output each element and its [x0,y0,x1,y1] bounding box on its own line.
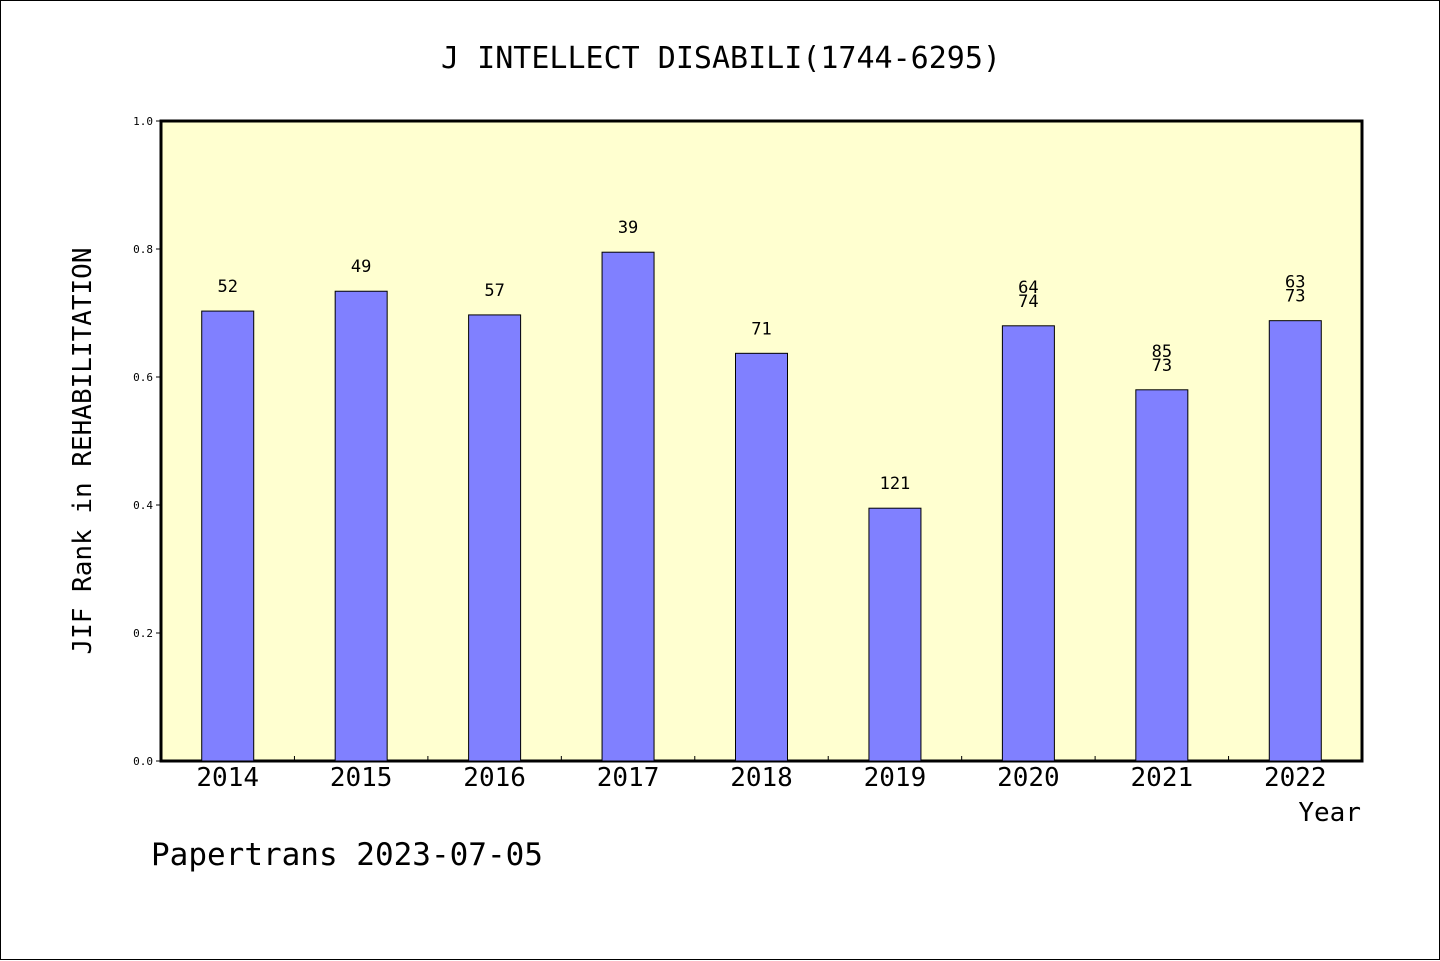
data-label: 64 [1018,278,1038,298]
chart-title: J INTELLECT DISABILI(1744-6295) [441,41,1001,76]
data-label: 49 [351,257,371,277]
x-tick-label: 2019 [864,763,927,793]
bar [868,507,922,762]
data-label: 57 [484,281,504,301]
data-label: 121 [880,474,911,494]
data-label: 71 [751,319,771,339]
data-label: 73 [1285,287,1305,307]
bar [735,352,788,762]
x-tick-label: 2022 [1264,763,1327,793]
x-tick-label: 2016 [463,763,526,793]
y-tick-label: 1.0 [133,115,153,128]
x-tick-label: 2015 [330,763,393,793]
x-axis-label: Year [1298,798,1361,828]
data-label: 74 [1018,292,1038,312]
y-tick-label: 0.8 [133,243,153,256]
data-label: 52 [217,277,237,297]
bar [1268,320,1322,762]
y-tick-label: 0.0 [133,755,153,768]
bar [601,251,655,762]
bar-series [201,251,1322,762]
x-axis: 2014 2015 2016 2017 2018 2019 2020 2021 2022 [196,756,1327,793]
footer-credit: Papertrans 2023-07-05 [151,837,543,873]
data-label: 85 [1152,342,1172,362]
bar [201,310,255,762]
x-tick-label: 2018 [730,763,793,793]
y-axis-label: JIF Rank in REHABILITATION [68,248,98,655]
bar [468,314,522,762]
bar [1135,389,1189,762]
x-tick-label: 2020 [997,763,1060,793]
bar [1001,325,1055,762]
x-tick-label: 2021 [1131,763,1194,793]
y-tick-label: 0.2 [133,627,153,640]
y-axis: 0.0 0.2 0.4 0.6 0.8 1.0 [133,115,161,768]
y-tick-label: 0.6 [133,371,153,384]
x-tick-label: 2017 [597,763,660,793]
bar [334,290,388,762]
data-label: 73 [1152,356,1172,376]
y-tick-label: 0.4 [133,499,153,512]
data-label: 39 [618,218,638,238]
data-label: 63 [1285,273,1305,293]
x-tick-label: 2014 [196,763,259,793]
